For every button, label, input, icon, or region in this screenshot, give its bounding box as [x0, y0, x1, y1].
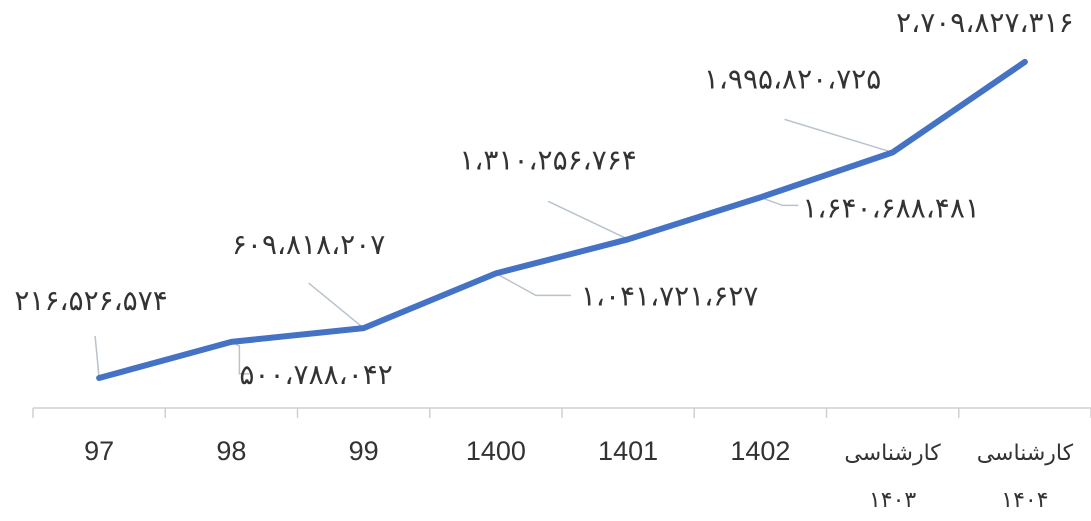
x-tick-label: 1400: [466, 436, 526, 466]
data-label: ۲۱۶،۵۲۶،۵۷۴: [14, 284, 167, 317]
data-label-leader-line: [547, 200, 629, 240]
data-label: ۱،۰۴۱،۷۲۱،۶۲۷: [581, 279, 759, 312]
x-tick-label: کارشناسی: [844, 441, 941, 466]
data-label: ۱،۹۹۵،۸۲۰،۷۲۵: [704, 62, 882, 95]
data-label: ۲،۷۰۹،۸۲۷،۳۱۶: [896, 6, 1074, 39]
x-tick-label: ۱۴۰۴: [1001, 488, 1048, 513]
data-label: ۱،۶۴۰،۶۸۸،۴۸۱: [802, 191, 980, 224]
data-label-leader-line: [308, 282, 365, 329]
x-tick-label: 98: [216, 436, 246, 466]
leader-lines: [94, 118, 893, 379]
x-tick-label: کارشناسی: [977, 441, 1074, 466]
x-tick-label: ۱۴۰۳: [869, 488, 916, 513]
x-axis-labels: 97 98 99 1400 1401 1402 کارشناسی ۱۴۰۳ کارشناسی ۱۴…: [84, 436, 1074, 513]
data-label: ۱،۳۱۰،۲۵۶،۷۶۴: [459, 143, 637, 176]
x-tick-label: 99: [349, 436, 379, 466]
data-label: ۵۰۰،۷۸۸،۰۴۲: [239, 358, 392, 391]
data-label-leader-line: [94, 335, 100, 379]
data-label-leader-line: [760, 196, 799, 207]
x-tick-label: 97: [84, 436, 114, 466]
x-axis-ticks: [32, 408, 1091, 418]
data-label: ۶۰۹،۸۱۸،۲۰۷: [232, 228, 385, 261]
data-labels: ۲۱۶،۵۲۶،۵۷۴ ۵۰۰،۷۸۸،۰۴۲ ۶۰۹،۸۱۸،۲۰۷ ۱،۰۴۱،۷…: [14, 6, 1073, 391]
x-tick-label: 1402: [730, 436, 790, 466]
x-tick-label: 1401: [598, 436, 658, 466]
data-label-leader-line: [495, 272, 571, 297]
series-line: [96, 58, 1028, 381]
data-label-leader-line: [784, 118, 893, 154]
